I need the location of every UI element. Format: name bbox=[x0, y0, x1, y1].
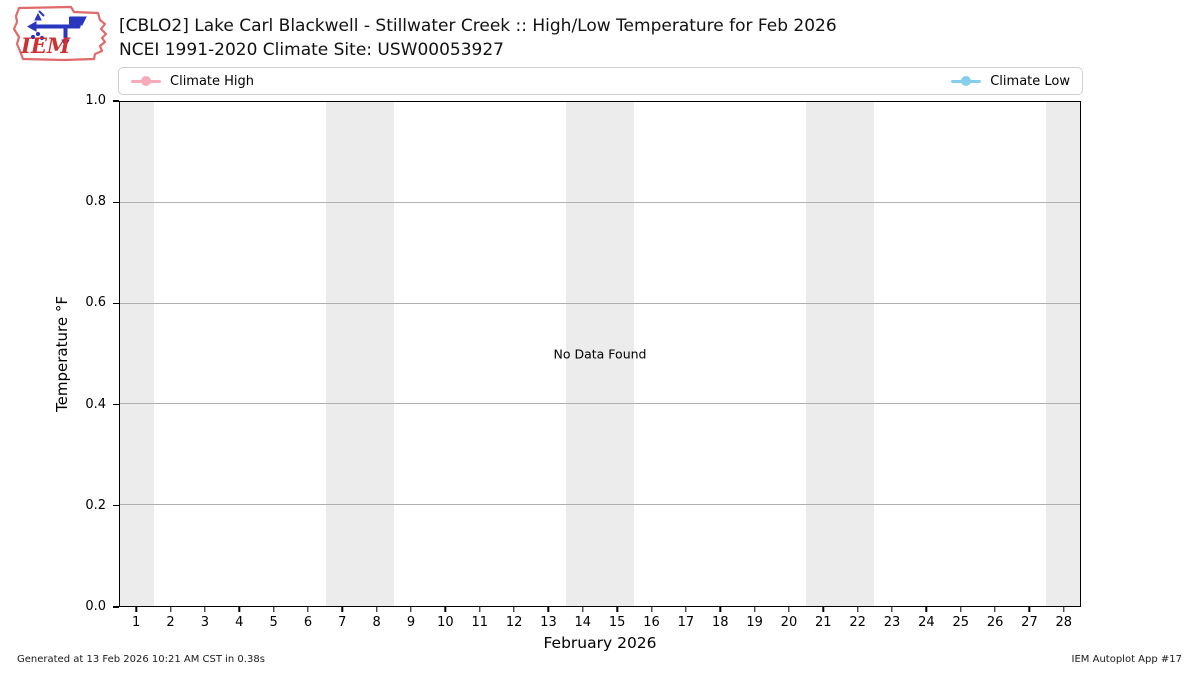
x-tick-mark bbox=[238, 607, 240, 612]
y-axis-label: Temperature °F bbox=[53, 296, 71, 412]
x-tick-label: 23 bbox=[883, 615, 901, 630]
legend-label-climate-low: Climate Low bbox=[990, 73, 1070, 89]
x-tick-mark bbox=[616, 607, 618, 612]
y-tick-mark bbox=[113, 201, 119, 203]
x-tick-mark bbox=[719, 607, 721, 612]
x-tick-label: 5 bbox=[269, 615, 278, 630]
horizontal-gridline bbox=[120, 201, 1080, 203]
title-block: [CBLO2] Lake Carl Blackwell - Stillwater… bbox=[119, 14, 837, 62]
x-tick-label: 6 bbox=[303, 615, 313, 630]
legend-item-climate-low: Climate Low bbox=[951, 74, 1070, 89]
x-tick-label: 4 bbox=[235, 615, 244, 630]
x-tick-mark bbox=[582, 607, 584, 612]
y-tick-label: 0.2 bbox=[85, 497, 106, 513]
x-tick-label: 10 bbox=[437, 615, 454, 630]
x-tick-mark bbox=[788, 607, 790, 612]
y-tick-label: 0.6 bbox=[85, 295, 106, 311]
no-data-message: No Data Found bbox=[553, 346, 647, 362]
y-axis: 0.0 0.2 0.4 0.6 0.8 1.0 bbox=[0, 93, 119, 614]
x-tick-label: 14 bbox=[574, 615, 592, 630]
weather-vane-icon bbox=[26, 10, 87, 47]
y-tick-mark bbox=[113, 606, 119, 608]
x-tick-label: 12 bbox=[505, 615, 523, 630]
x-tick-mark bbox=[925, 607, 928, 612]
horizontal-gridline bbox=[120, 504, 1080, 506]
x-tick-mark bbox=[1028, 607, 1031, 612]
x-tick-mark bbox=[994, 607, 996, 612]
x-tick-label: 8 bbox=[372, 615, 381, 630]
x-tick-mark bbox=[960, 607, 962, 612]
generated-timestamp: Generated at 13 Feb 2026 10:21 AM CST in… bbox=[17, 654, 265, 665]
x-tick-label: 17 bbox=[677, 615, 695, 630]
y-tick-label: 0.8 bbox=[85, 194, 106, 210]
horizontal-gridline bbox=[120, 403, 1080, 405]
x-tick-mark bbox=[479, 607, 481, 612]
x-axis: 1 2 3 4 5 6 7 8 9 10 11 12 13 14 15 16 17 18 19 20 21 22 23 24 2… bbox=[119, 607, 1081, 641]
x-tick-label: 20 bbox=[780, 615, 798, 630]
x-axis-label: February 2026 bbox=[543, 634, 657, 652]
x-tick-label: 16 bbox=[643, 615, 660, 630]
y-tick-mark bbox=[113, 100, 119, 102]
weekend-shading-band bbox=[120, 102, 155, 606]
legend-label-climate-high: Climate High bbox=[170, 73, 255, 89]
climate-low-marker-icon bbox=[951, 76, 982, 86]
x-tick-label: 9 bbox=[406, 615, 416, 630]
x-tick-mark bbox=[513, 607, 515, 612]
x-tick-mark bbox=[307, 607, 309, 612]
x-tick-mark bbox=[444, 607, 447, 612]
x-tick-label: 7 bbox=[338, 615, 347, 630]
x-tick-mark bbox=[1063, 607, 1065, 612]
app-credit: IEM Autoplot App #17 bbox=[1071, 654, 1182, 665]
x-tick-label: 21 bbox=[815, 615, 832, 630]
x-tick-label: 11 bbox=[471, 615, 489, 630]
x-tick-mark bbox=[135, 607, 137, 612]
x-tick-label: 22 bbox=[849, 615, 866, 630]
y-tick-mark bbox=[113, 302, 119, 305]
weekend-shading-band bbox=[325, 102, 395, 606]
y-tick-mark bbox=[113, 505, 119, 507]
x-tick-label: 19 bbox=[746, 615, 763, 630]
y-tick-label: 0.4 bbox=[85, 396, 106, 412]
x-tick-mark bbox=[650, 607, 653, 612]
x-tick-mark bbox=[204, 607, 206, 612]
x-tick-label: 28 bbox=[1055, 615, 1073, 630]
legend: Climate High Climate Low bbox=[118, 67, 1083, 95]
x-tick-mark bbox=[272, 607, 275, 612]
x-tick-mark bbox=[753, 607, 756, 612]
x-tick-mark bbox=[822, 607, 825, 612]
y-tick-mark bbox=[113, 403, 119, 406]
x-tick-mark bbox=[410, 607, 412, 612]
x-tick-label: 25 bbox=[952, 615, 970, 630]
x-tick-mark bbox=[341, 607, 344, 612]
x-tick-label: 13 bbox=[540, 615, 557, 630]
x-tick-label: 15 bbox=[608, 615, 626, 630]
x-tick-label: 26 bbox=[986, 615, 1004, 630]
x-tick-mark bbox=[547, 607, 550, 612]
iem-logo-text: IEM bbox=[20, 33, 71, 58]
weekend-shading-band bbox=[565, 102, 635, 606]
x-tick-mark bbox=[169, 607, 172, 612]
x-tick-label: 18 bbox=[711, 615, 729, 630]
climate-high-marker-icon bbox=[131, 76, 161, 86]
weekend-shading-band bbox=[1045, 102, 1080, 606]
x-tick-label: 1 bbox=[132, 615, 141, 630]
x-tick-label: 27 bbox=[1021, 615, 1038, 630]
x-tick-mark bbox=[375, 607, 378, 612]
iem-logo: IEM bbox=[12, 5, 108, 62]
horizontal-gridline bbox=[120, 302, 1080, 304]
plot-area: No Data Found bbox=[119, 101, 1081, 607]
x-tick-label: 24 bbox=[918, 615, 935, 630]
x-tick-mark bbox=[685, 607, 687, 612]
x-tick-label: 3 bbox=[200, 615, 210, 630]
x-tick-label: 2 bbox=[166, 615, 175, 630]
x-tick-mark bbox=[856, 607, 859, 612]
chart-subtitle: NCEI 1991-2020 Climate Site: USW00053927 bbox=[119, 40, 504, 60]
y-tick-label: 0.0 bbox=[85, 599, 106, 614]
weekend-shading-band bbox=[805, 102, 875, 606]
x-tick-mark bbox=[891, 607, 893, 612]
chart-title: [CBLO2] Lake Carl Blackwell - Stillwater… bbox=[119, 16, 837, 36]
y-tick-label: 1.0 bbox=[85, 93, 106, 108]
legend-item-climate-high: Climate High bbox=[131, 74, 254, 89]
